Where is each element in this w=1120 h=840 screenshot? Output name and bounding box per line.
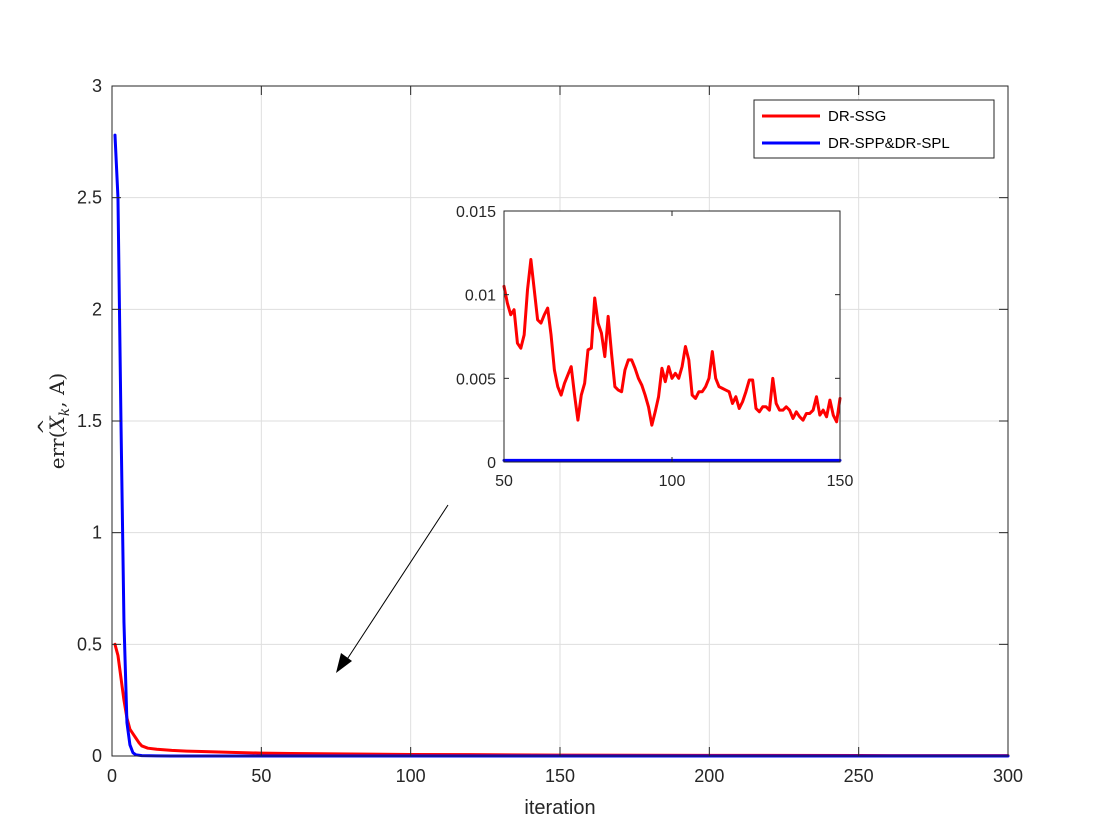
main-y-tick-label: 1 (92, 523, 102, 543)
legend-box (753, 99, 995, 159)
main-y-tick-label: 1.5 (77, 411, 102, 431)
y-axis-label: err(Xk, A) ^ (33, 373, 73, 469)
y-axis-label-var: X (45, 415, 69, 432)
inset-y-tick-label: 0.005 (456, 371, 496, 388)
main-x-tick-label: 300 (993, 766, 1023, 786)
legend-label-dr-spp-dr-spl: DR-SPP&DR-SPL (828, 135, 950, 152)
y-axis-label-prefix: err( (45, 430, 69, 469)
main-y-tick-label: 0.5 (77, 634, 102, 654)
zoom-arrow (336, 504, 449, 673)
inset-x-tick-label: 50 (495, 473, 513, 490)
main-x-tick-label: 200 (694, 766, 724, 786)
main-x-tick-label: 0 (107, 766, 117, 786)
inset-x-tick-label: 150 (827, 473, 854, 490)
main-ticks (111, 85, 1009, 757)
main-y-tick-label: 2.5 (77, 188, 102, 208)
main-y-tick-label: 3 (92, 76, 102, 96)
inset-ticks (503, 210, 841, 463)
y-axis-label-suffix: , A) (45, 373, 69, 408)
main-x-tick-label: 50 (251, 766, 271, 786)
main-x-tick-label: 100 (396, 766, 426, 786)
main-x-tick-label: 150 (545, 766, 575, 786)
main-xtick-labels: 0 50 100 150 200 250 300 (107, 766, 1023, 786)
inset-plot-area (504, 211, 840, 462)
inset-ytick-labels: 0 0.005 0.01 0.015 (456, 204, 496, 472)
main-y-tick-label: 0 (92, 746, 102, 766)
inset-y-tick-label: 0 (487, 455, 496, 472)
y-axis-label-hat: ^ (33, 418, 57, 435)
legend-label-dr-ssg: DR-SSG (828, 108, 886, 125)
inset-axes: 50 100 150 0 0.005 0.01 0.015 (456, 204, 853, 490)
main-x-tick-label: 250 (844, 766, 874, 786)
legend: DR-SSG DR-SPP&DR-SPL (753, 99, 995, 159)
svg-text:err(Xk, A): err(Xk, A) (45, 373, 73, 469)
inset-xtick-labels: 50 100 150 (495, 473, 853, 490)
main-y-tick-label: 2 (92, 299, 102, 319)
inset-series-dr-ssg (502, 258, 842, 427)
main-ytick-labels: 0 0.5 1 1.5 2 2.5 3 (77, 76, 102, 766)
inset-y-tick-label: 0.015 (456, 204, 496, 221)
inset-y-tick-label: 0.01 (465, 288, 496, 305)
inset-x-tick-label: 100 (659, 473, 686, 490)
y-axis-label-sub: k (57, 408, 73, 416)
x-axis-label: iteration (524, 797, 595, 819)
